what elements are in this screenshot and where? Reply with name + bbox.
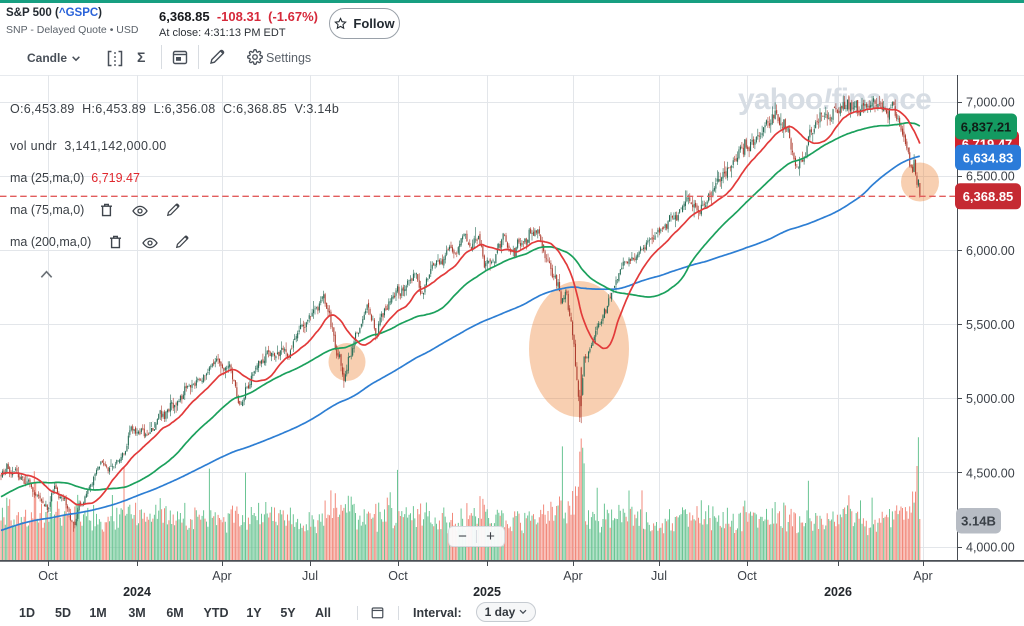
svg-text:4,500.00: 4,500.00 bbox=[966, 466, 1015, 480]
svg-text:Apr: Apr bbox=[913, 569, 932, 583]
svg-text:Oct: Oct bbox=[38, 569, 58, 583]
svg-text:Apr: Apr bbox=[212, 569, 231, 583]
svg-text:2024: 2024 bbox=[123, 585, 151, 599]
svg-text:7,000.00: 7,000.00 bbox=[966, 96, 1015, 110]
svg-text:5,000.00: 5,000.00 bbox=[966, 392, 1015, 406]
svg-text:Jul: Jul bbox=[302, 569, 318, 583]
svg-text:2026: 2026 bbox=[824, 585, 852, 599]
svg-text:5,500.00: 5,500.00 bbox=[966, 318, 1015, 332]
svg-text:6,634.83: 6,634.83 bbox=[963, 150, 1014, 165]
svg-text:6,500.00: 6,500.00 bbox=[966, 170, 1015, 184]
svg-text:Oct: Oct bbox=[737, 569, 757, 583]
svg-text:2025: 2025 bbox=[473, 585, 501, 599]
svg-text:Jul: Jul bbox=[651, 569, 667, 583]
svg-text:Apr: Apr bbox=[563, 569, 582, 583]
svg-text:Oct: Oct bbox=[388, 569, 408, 583]
svg-text:3.14B: 3.14B bbox=[961, 514, 996, 529]
svg-text:6,837.21: 6,837.21 bbox=[961, 119, 1012, 134]
svg-text:6,000.00: 6,000.00 bbox=[966, 244, 1015, 258]
svg-text:6,368.85: 6,368.85 bbox=[963, 189, 1014, 204]
svg-text:4,000.00: 4,000.00 bbox=[966, 541, 1015, 555]
svg-text:yahoo!finance: yahoo!finance bbox=[738, 83, 931, 116]
